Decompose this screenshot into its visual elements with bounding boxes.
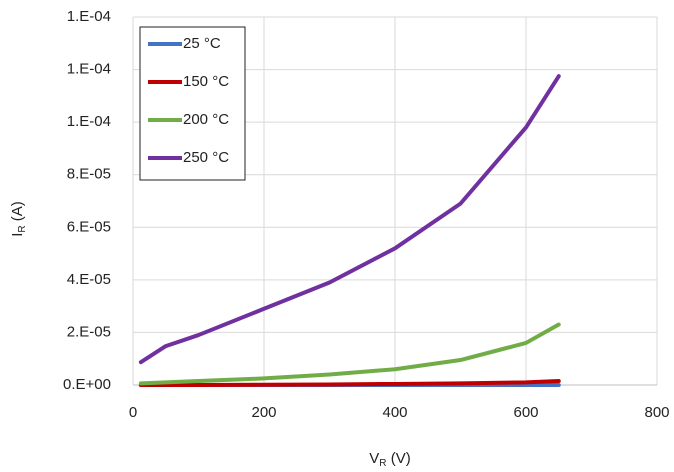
x-tick-label: 200 (251, 404, 276, 421)
y-axis-label: IR (A) (9, 201, 28, 237)
y-tick-label: 1.E-04 (67, 113, 111, 130)
legend-label: 250 °C (183, 149, 229, 166)
y-tick-label: 1.E-04 (67, 8, 111, 25)
series-line (138, 379, 561, 387)
legend-box (139, 26, 246, 181)
series-line (138, 322, 561, 386)
legend-label: 200 °C (183, 111, 229, 128)
x-tick-label: 0 (129, 404, 137, 421)
series-line (138, 74, 561, 365)
y-tick-label: 4.E-05 (67, 271, 111, 288)
legend-label: 150 °C (183, 73, 229, 90)
y-tick-label: 2.E-05 (67, 323, 111, 340)
y-tick-label: 1.E-04 (67, 61, 111, 78)
x-axis-label: VR (V) (369, 450, 410, 469)
y-tick-label: 8.E-05 (67, 166, 111, 183)
legend-label: 25 °C (183, 35, 221, 52)
y-tick-label: 6.E-05 (67, 218, 111, 235)
y-tick-label: 0.E+00 (63, 376, 111, 393)
x-tick-label: 600 (513, 404, 538, 421)
x-tick-label: 800 (644, 404, 669, 421)
x-tick-label: 400 (382, 404, 407, 421)
